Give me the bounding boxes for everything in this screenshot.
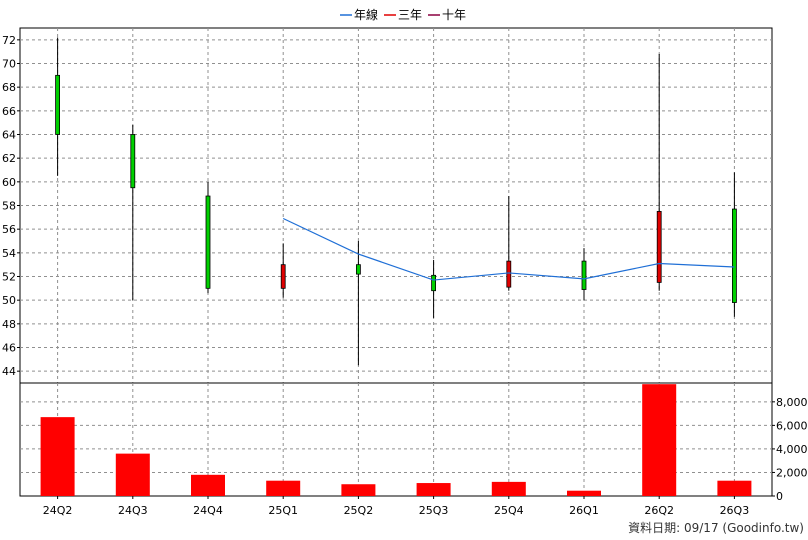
- volume-bar: [341, 484, 376, 496]
- price-tick-label: 64: [2, 129, 16, 142]
- volume-bar: [642, 384, 677, 496]
- price-tick-label: 50: [2, 294, 16, 307]
- x-tick-label: 26Q3: [720, 504, 750, 517]
- price-tick-label: 66: [2, 105, 16, 118]
- data-date-footer: 資料日期: 09/17 (Goodinfo.tw): [628, 521, 804, 535]
- price-tick-label: 72: [2, 34, 16, 47]
- x-axis-ticks: 24Q2 24Q3 24Q4 25Q1 25Q2 25Q3 25Q4 26Q1 26Q2 26Q3: [43, 496, 749, 517]
- volume-tick-label: 6,000: [776, 419, 808, 432]
- price-tick-label: 60: [2, 176, 16, 189]
- price-tick-label: 44: [2, 365, 16, 378]
- price-tick-label: 68: [2, 81, 16, 94]
- legend-label-1: 三年: [398, 8, 422, 22]
- x-tick-label: 24Q2: [43, 504, 73, 517]
- x-tick-label: 26Q1: [569, 504, 599, 517]
- price-tick-label: 56: [2, 223, 16, 236]
- legend-label-0: 年線: [354, 7, 378, 22]
- volume-tick-label: 2,000: [776, 466, 808, 479]
- candle-body: [55, 74, 60, 135]
- volume-bar: [40, 417, 75, 496]
- candle-body: [130, 134, 136, 189]
- volume-bar-series: [40, 384, 752, 496]
- legend-label-2: 十年: [442, 8, 466, 22]
- price-axis-ticks: 44 46 48 50 52 54 56 58 60 62 64 66 68 70 72: [2, 34, 20, 378]
- x-tick-label: 26Q2: [644, 504, 674, 517]
- price-tick-label: 48: [2, 318, 16, 331]
- candle-body: [355, 264, 361, 275]
- candle-body: [656, 211, 662, 283]
- candle-body: [581, 260, 587, 290]
- volume-tick-label: 8,000: [776, 396, 808, 409]
- volume-tick-label: 0: [776, 490, 783, 503]
- candle-body: [506, 260, 512, 288]
- chart-legend: 年線 三年 十年: [340, 7, 466, 22]
- year-line-series: [282, 217, 735, 281]
- candle-body: [732, 208, 737, 303]
- volume-bar: [416, 483, 451, 496]
- x-tick-label: 25Q4: [494, 504, 524, 517]
- price-tick-label: 70: [2, 58, 16, 71]
- x-tick-label: 25Q1: [268, 504, 298, 517]
- volume-bar: [266, 480, 301, 496]
- volume-tick-label: 4,000: [776, 443, 808, 456]
- price-tick-label: 46: [2, 342, 16, 355]
- volume-plot-area: [19, 382, 773, 497]
- x-tick-label: 24Q3: [118, 504, 148, 517]
- volume-bar: [567, 490, 601, 496]
- volume-axis-ticks: 0 2,000 4,000 6,000 8,000: [772, 396, 808, 503]
- candle-body: [205, 195, 211, 289]
- price-tick-label: 62: [2, 152, 16, 165]
- price-tick-label: 54: [2, 247, 16, 260]
- x-tick-label: 25Q3: [419, 504, 449, 517]
- price-gridlines: [20, 28, 772, 383]
- candle-body: [431, 274, 437, 292]
- x-tick-label: 24Q4: [193, 504, 223, 517]
- volume-bar: [491, 481, 526, 496]
- volume-bar: [191, 474, 225, 496]
- candle-body: [280, 264, 286, 289]
- price-tick-label: 58: [2, 200, 16, 213]
- year-line: [282, 217, 735, 281]
- volume-bar: [717, 480, 752, 496]
- volume-bar: [115, 453, 150, 496]
- x-tick-label: 25Q2: [344, 504, 374, 517]
- price-tick-label: 52: [2, 271, 16, 284]
- candlestick-series: [55, 37, 737, 366]
